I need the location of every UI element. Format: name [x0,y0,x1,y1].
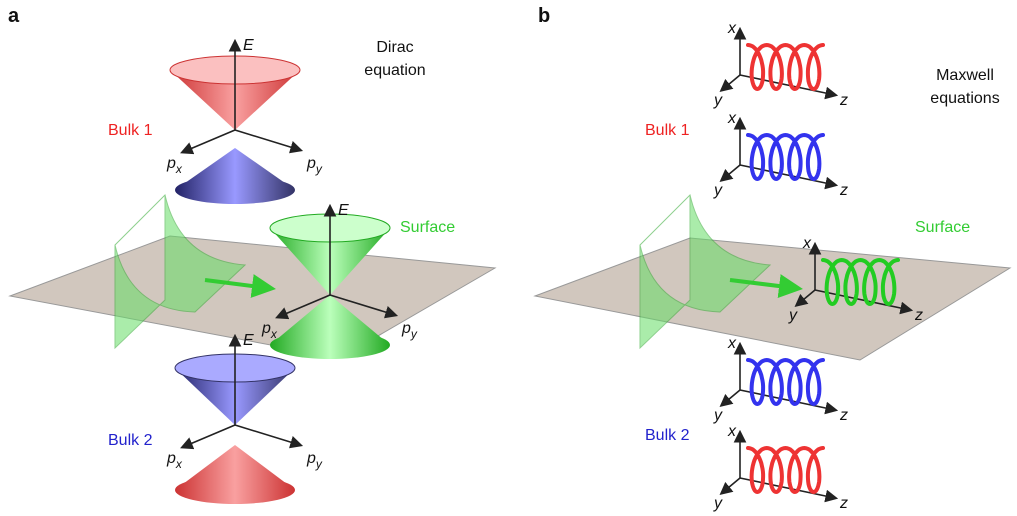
axis-label: x [727,423,737,440]
title: Dirac [376,39,413,56]
axis [794,289,816,308]
helix [821,257,900,307]
helix [746,445,825,495]
axis-label: y [315,162,323,176]
axis [180,129,236,155]
axis-label: y [713,92,723,109]
axis-label: y [713,182,723,199]
axis-label: z [839,92,848,109]
panel-label: b [538,5,550,27]
axis [739,389,839,415]
axis [739,74,839,100]
axis-label: p [261,320,271,337]
axis-label: z [839,407,848,424]
bulk-label: Bulk 2 [645,427,690,444]
evanescent-field [639,194,772,350]
surface-label: Surface [915,219,970,236]
axis-label: p [306,450,316,467]
axis-label: px [261,320,278,341]
axis-label: z [839,182,848,199]
axis-label: y [713,407,723,424]
bulk-label: Bulk 1 [645,122,690,139]
propagation-arrow [729,274,803,298]
axis [719,164,741,183]
axis-label: x [802,235,812,252]
title: equations [930,90,999,107]
axis [719,389,741,408]
axis [180,424,236,450]
axis-label: p [306,155,316,172]
axis-label: px [166,155,183,176]
helix [746,132,825,182]
axis-label: x [727,110,737,127]
axis-label: y [788,307,798,324]
axis [234,129,304,154]
axis-label: E [243,332,254,349]
bulk-label: Bulk 2 [108,432,153,449]
axis [329,294,399,319]
axis-label: z [839,495,848,512]
axis-label: y [410,327,418,341]
surface-label: Surface [400,219,455,236]
evanescent-field [114,194,247,350]
axis-label: py [401,320,418,341]
axis-label: p [401,320,411,337]
axis [814,289,914,315]
axis [234,424,304,449]
axis [719,74,741,93]
propagation-arrow [204,274,276,298]
axis-label: y [713,495,723,512]
axis-label: E [243,37,254,54]
surface-plane [533,237,1012,361]
axis [719,477,741,496]
axis [739,164,839,190]
axis-label: p [166,450,176,467]
helix [746,357,825,407]
axis-label: py [306,450,323,471]
axis-label: E [338,202,349,219]
title: Maxwell [936,67,994,84]
axis-label: px [166,450,183,471]
axis-label: z [914,307,923,324]
axis-label: x [270,327,278,341]
bulk-label: Bulk 1 [108,122,153,139]
axis-label: p [166,155,176,172]
helix [746,42,825,92]
axis-label: x [175,457,183,471]
panel-label: a [8,5,20,27]
axis-label: x [727,335,737,352]
axis-label: x [727,20,737,37]
axis-label: py [306,155,323,176]
axis [739,477,839,503]
axis [275,294,331,320]
title: equation [364,62,425,79]
axis-label: x [175,162,183,176]
axis-label: y [315,457,323,471]
